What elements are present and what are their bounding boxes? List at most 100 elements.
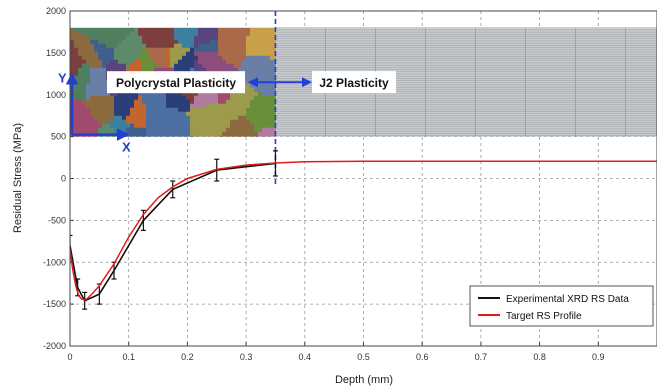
grain-cell	[238, 31, 243, 37]
grain-cell	[250, 51, 255, 57]
grain-cell	[86, 119, 91, 125]
grain-cell	[206, 111, 211, 117]
grain-cell	[110, 55, 115, 61]
grain-cell	[98, 75, 103, 81]
grain-cell	[154, 55, 159, 61]
grain-cell	[194, 43, 199, 49]
grain-cell	[154, 59, 159, 65]
grain-cell	[174, 31, 179, 37]
grain-cell	[238, 47, 243, 53]
grain-cell	[202, 127, 207, 133]
grain-cell	[246, 95, 251, 101]
grain-cell	[74, 47, 79, 53]
grain-cell	[114, 47, 119, 53]
grain-cell	[114, 91, 119, 97]
grain-cell	[174, 119, 179, 125]
grain-cell	[106, 119, 111, 125]
grain-cell	[186, 63, 191, 69]
grain-cell	[254, 99, 259, 105]
grain-cell	[170, 51, 175, 57]
grain-cell	[110, 47, 115, 53]
grain-cell	[218, 51, 223, 57]
grain-cell	[82, 51, 87, 57]
grain-cell	[162, 39, 167, 45]
grain-cell	[222, 103, 227, 109]
grain-cell	[222, 27, 227, 33]
grain-cell	[94, 67, 99, 73]
grain-cell	[238, 55, 243, 61]
grain-cell	[214, 107, 219, 113]
polycrystal-label-box	[107, 71, 245, 94]
grain-cell	[218, 63, 223, 69]
grain-cell	[78, 71, 83, 77]
grain-cell	[94, 71, 99, 77]
grain-cell	[198, 119, 203, 125]
grain-cell	[270, 91, 275, 97]
grain-cell	[262, 107, 267, 113]
grain-cell	[78, 83, 83, 89]
grain-cell	[190, 131, 195, 137]
grain-cell	[234, 55, 239, 61]
grain-cell	[166, 135, 171, 137]
grain-cell	[230, 55, 235, 61]
grain-cell	[230, 59, 235, 65]
grain-cell	[258, 103, 263, 109]
grain-cell	[234, 107, 239, 113]
grain-cell	[218, 119, 223, 125]
grain-cell	[258, 27, 263, 33]
grain-cell	[250, 83, 255, 89]
grain-cell	[262, 131, 267, 137]
grain-cell	[82, 83, 87, 89]
y-tick-label: -2000	[43, 341, 66, 351]
grain-cell	[102, 91, 107, 97]
grain-cell	[90, 75, 95, 81]
grain-cell	[114, 99, 119, 105]
grain-cell	[82, 75, 87, 81]
grain-cell	[194, 59, 199, 65]
grain-cell	[174, 55, 179, 61]
grain-cell	[90, 107, 95, 113]
grain-cell	[138, 31, 143, 37]
grain-cell	[134, 47, 139, 53]
grain-cell	[98, 51, 103, 57]
grain-cell	[206, 115, 211, 121]
grain-cell	[122, 63, 127, 69]
grain-cell	[86, 87, 91, 93]
grain-cell	[154, 131, 159, 137]
grain-cell	[206, 39, 211, 45]
grain-cell	[186, 51, 191, 57]
grain-cell	[114, 95, 119, 101]
grain-cell	[202, 115, 207, 121]
grain-cell	[214, 39, 219, 45]
grain-cell	[74, 35, 79, 41]
j2-mesh-lines	[275, 27, 657, 137]
grain-cell	[218, 95, 223, 101]
grain-cell	[226, 135, 231, 137]
grain-cell	[130, 91, 135, 97]
grain-cell	[186, 27, 191, 33]
grain-cell	[142, 51, 147, 57]
y-tick-label: 0	[61, 174, 66, 184]
grain-cell	[82, 95, 87, 101]
grain-cell	[170, 115, 175, 121]
grain-cell	[106, 115, 111, 121]
grain-cell	[178, 67, 183, 73]
grain-cell	[146, 27, 151, 33]
grain-cell	[242, 103, 247, 109]
grain-cell	[102, 127, 107, 133]
grain-cell	[138, 67, 143, 73]
grain-cell	[110, 51, 115, 57]
grain-cell	[82, 115, 87, 121]
x-axis-title: Depth (mm)	[335, 374, 393, 386]
grain-cell	[110, 115, 115, 121]
grain-cell	[178, 35, 183, 41]
grain-cell	[242, 91, 247, 97]
grain-cell	[134, 59, 139, 65]
grain-cell	[82, 91, 87, 97]
grain-cell	[242, 35, 247, 41]
grain-cell	[222, 99, 227, 105]
grain-cell	[90, 99, 95, 105]
grain-cell	[154, 95, 159, 101]
grain-cell	[106, 39, 111, 45]
grain-cell	[102, 103, 107, 109]
